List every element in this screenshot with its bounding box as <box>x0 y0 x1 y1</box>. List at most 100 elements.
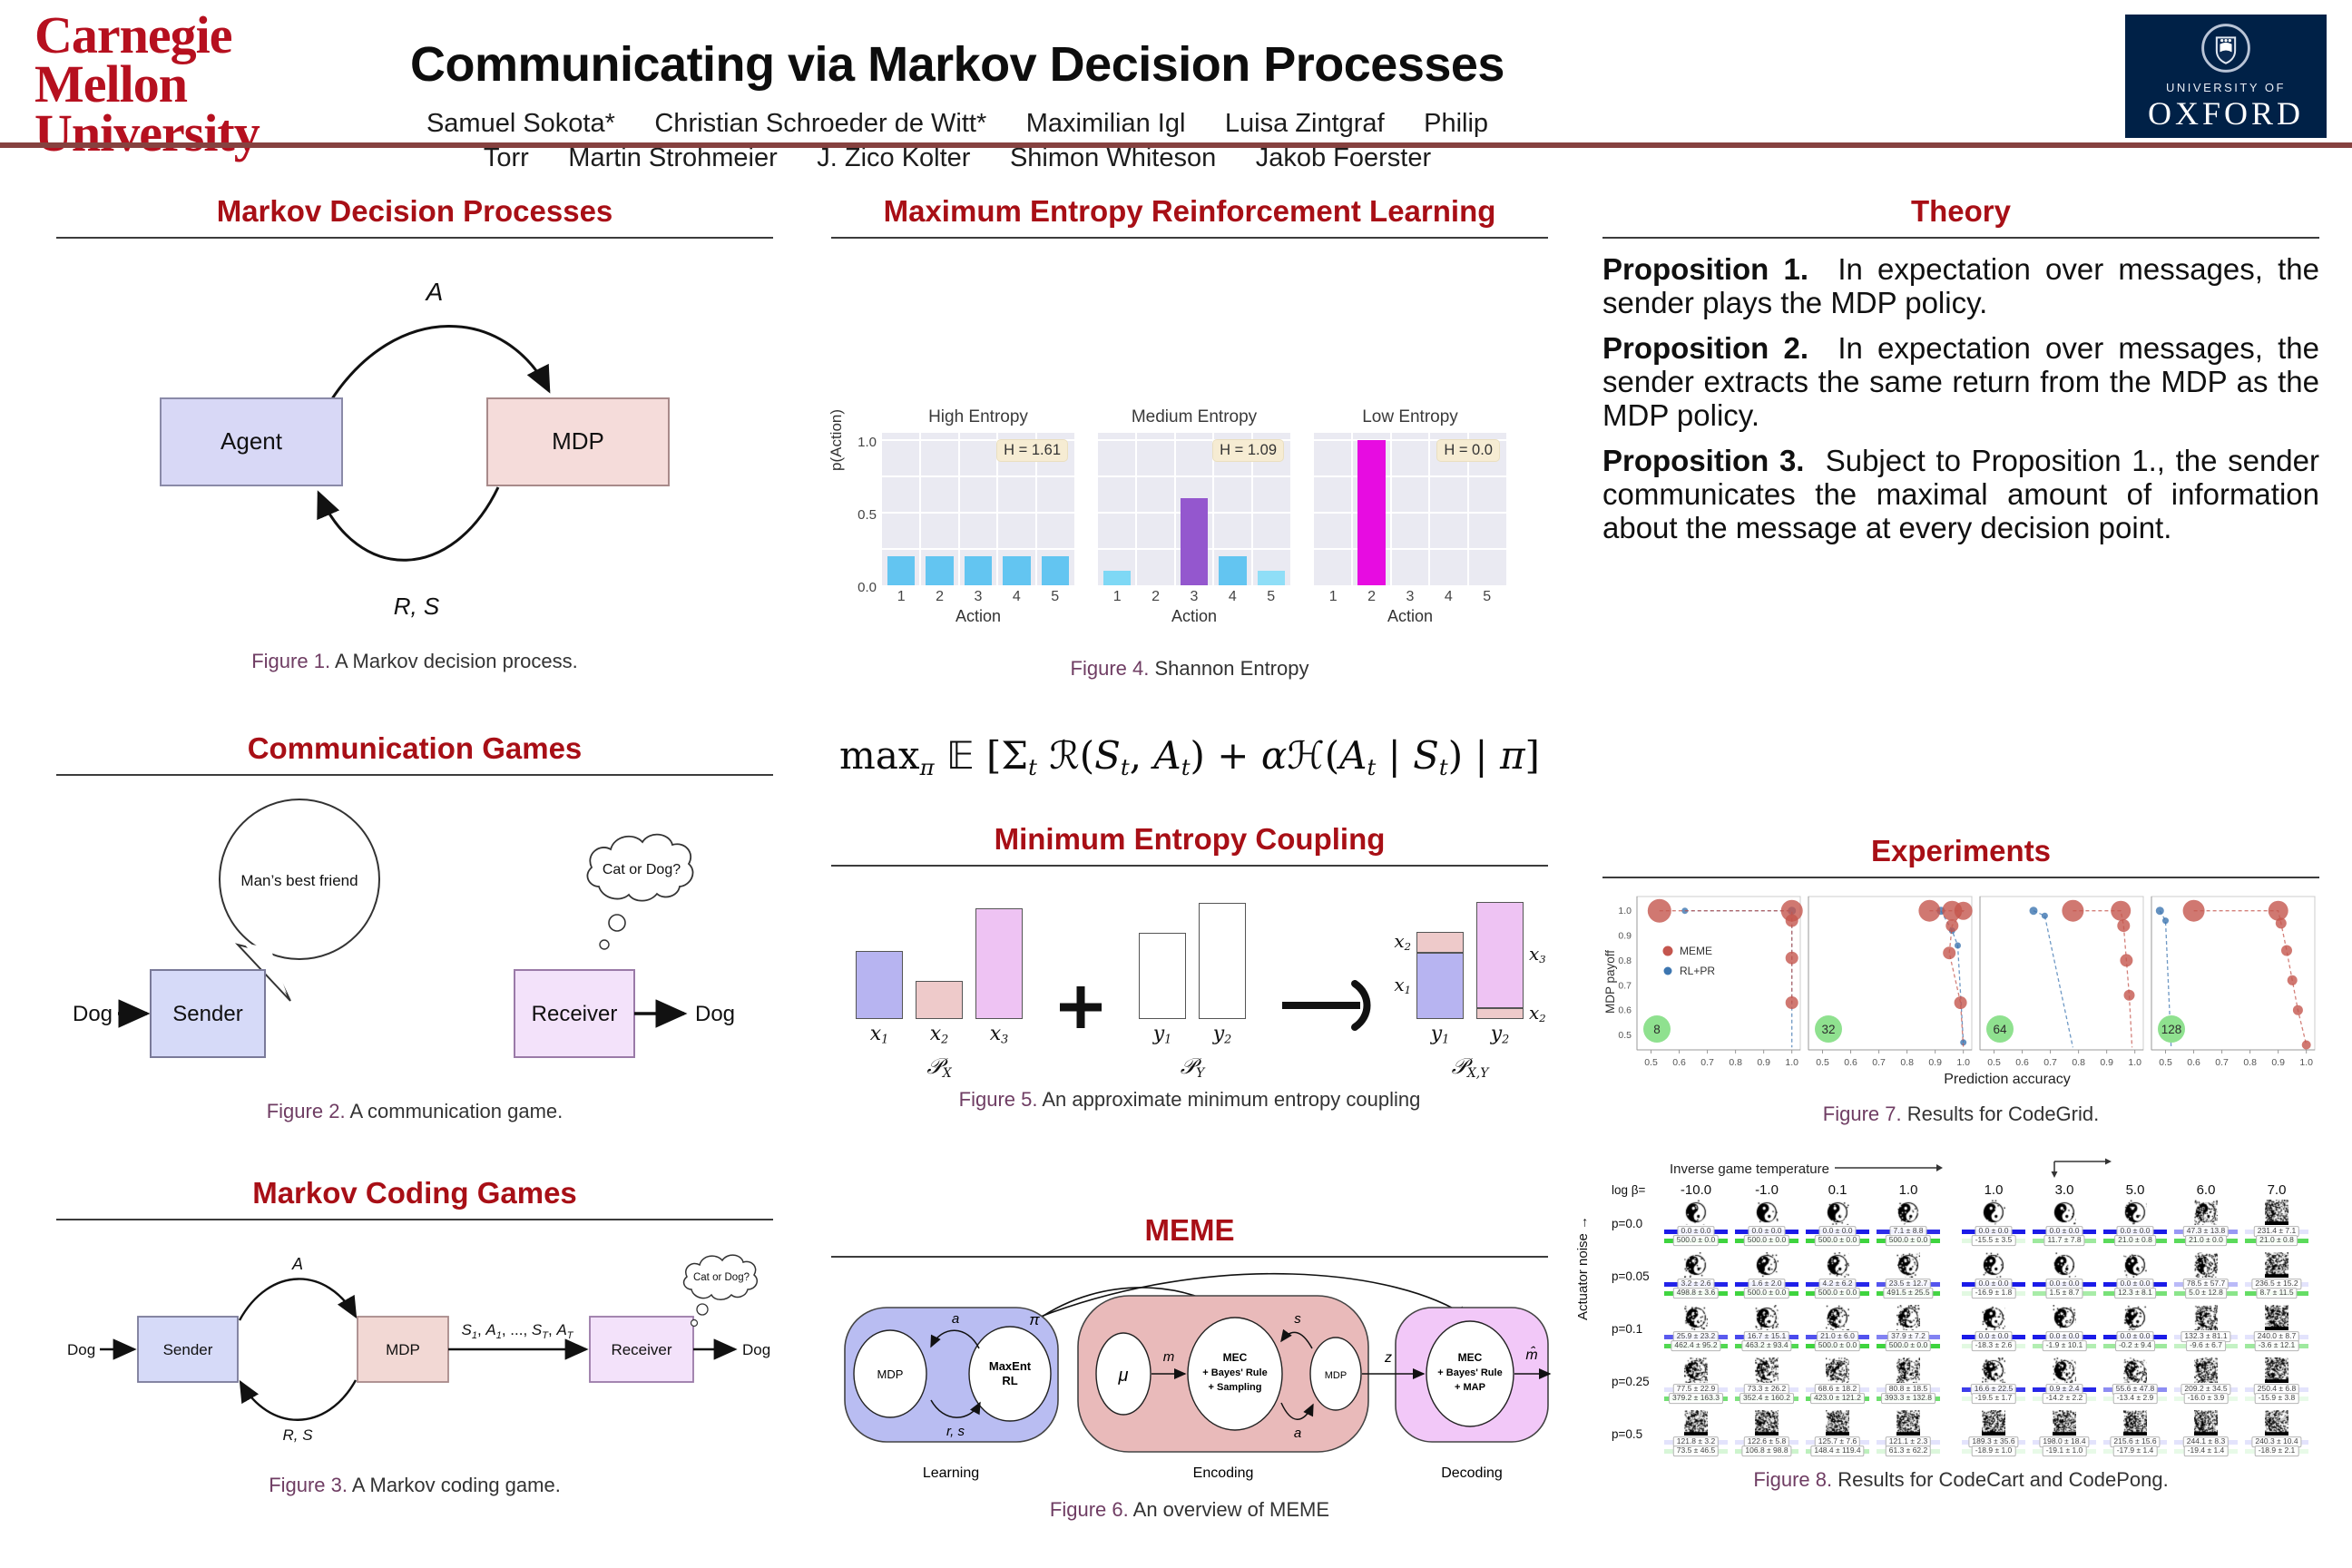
score-label: -16.0 ± 3.9 <box>2184 1393 2229 1404</box>
result-cell: 0.0 ± 0.0 -15.5 ± 3.5 <box>1958 1198 2029 1250</box>
segment-label: x2 <box>1529 1002 1546 1024</box>
score-bar: -14.2 ± 2.2 <box>2033 1396 2096 1401</box>
result-cell: 78.5 ± 57.7 5.0 ± 12.8 <box>2171 1250 2241 1303</box>
yin-yang-observation-image <box>2053 1305 2076 1330</box>
codegrid-panel-64: 640.5 0.6 0.7 0.8 0.9 1.0 <box>1980 897 2143 1068</box>
result-cell: 0.0 ± 0.0 -0.2 ± 9.4 <box>2100 1303 2171 1356</box>
result-cell: 132.3 ± 81.1 -9.6 ± 6.7 <box>2171 1303 2241 1356</box>
score-bar: 236.5 ± 15.2 <box>2245 1282 2308 1287</box>
yin-yang-observation-image <box>1684 1252 1708 1278</box>
score-bar: 11.7 ± 7.8 <box>2033 1239 2096 1243</box>
section-underline <box>1602 877 2319 878</box>
score-bar: 0.0 ± 0.0 <box>1962 1335 2025 1339</box>
mec-decoder-label: + Bayes' Rule <box>1437 1367 1502 1378</box>
yin-yang-observation-image <box>2123 1357 2147 1383</box>
score-label: 500.0 ± 0.0 <box>1744 1288 1789 1298</box>
svg-text:0.7: 0.7 <box>1872 1057 1886 1068</box>
score-label: 1.5 ± 8.7 <box>2045 1288 2082 1298</box>
thought-bubble-dot <box>691 1320 698 1327</box>
score-label: 500.0 ± 0.0 <box>1815 1288 1860 1298</box>
score-label: 21.0 ± 0.0 <box>2185 1235 2227 1246</box>
result-cell: 21.0 ± 6.0 500.0 ± 0.0 <box>1802 1303 1873 1356</box>
section-underline <box>56 774 773 776</box>
label-a: a <box>952 1311 959 1327</box>
x-axis-label: Action <box>882 607 1074 626</box>
entropy-annotation: H = 1.61 <box>996 439 1068 462</box>
fig8-row: p=0.1 25.9 ± 23.2 462.4 ± 95.2 16.7 ± 15.1 4… <box>1612 1303 2319 1356</box>
thought-cloud-text: Cat or Dog? <box>693 1272 750 1283</box>
result-cell: 0.0 ± 0.0 500.0 ± 0.0 <box>1802 1198 1873 1250</box>
svg-text:1.0: 1.0 <box>2299 1057 2313 1068</box>
score-bar: 3.2 ± 2.6 <box>1664 1282 1728 1287</box>
section-underline <box>1602 237 2319 239</box>
score-label: -9.6 ± 6.7 <box>2186 1340 2226 1351</box>
action-arrow <box>240 1279 356 1320</box>
score-bar: 500.0 ± 0.0 <box>1806 1239 1869 1243</box>
label-A: A <box>291 1255 303 1273</box>
score-bar: 68.6 ± 18.2 <box>1806 1387 1869 1392</box>
score-label: -18.9 ± 1.0 <box>1972 1446 2016 1456</box>
score-label: 352.4 ± 160.2 <box>1740 1393 1794 1404</box>
row-label: p=0.1 <box>1612 1322 1661 1336</box>
score-bar: -18.9 ± 1.0 <box>1962 1449 2025 1454</box>
pxy-coupling: x1 x2 x2 x3 y1 y2 𝒫X,Y <box>1416 888 1524 1081</box>
score-label: -0.2 ± 9.4 <box>2115 1340 2155 1351</box>
header-divider <box>0 142 2352 148</box>
score-label: 12.3 ± 8.1 <box>2114 1288 2156 1298</box>
score-bar: 500.0 ± 0.0 <box>1806 1291 1869 1296</box>
codegrid-panel-32: 320.5 0.6 0.7 0.8 0.9 1.0 <box>1808 897 1973 1068</box>
score-bar: 77.5 ± 22.9 <box>1664 1387 1728 1392</box>
y-tick: 1.0 <box>835 435 877 450</box>
score-label: -17.9 ± 1.4 <box>2113 1446 2158 1456</box>
score-label: 423.0 ± 121.2 <box>1810 1393 1865 1404</box>
decoding-label: Decoding <box>1441 1465 1503 1481</box>
bar-label: x1 <box>856 1023 903 1047</box>
result-cell: 121.1 ± 2.3 61.3 ± 62.2 <box>1873 1408 1944 1461</box>
section-underline <box>56 1219 773 1220</box>
section-title-experiments: Experiments <box>1602 834 2319 868</box>
result-cell: 25.9 ± 23.2 462.4 ± 95.2 <box>1661 1303 1731 1356</box>
distribution-label: 𝒫Y <box>1139 1054 1246 1081</box>
coupling-segment <box>1416 953 1464 1019</box>
svg-text:0.5: 0.5 <box>2159 1057 2172 1068</box>
yin-yang-observation-image <box>2194 1357 2218 1383</box>
bar-action-4 <box>1003 556 1030 585</box>
y-tick: 0.0 <box>835 580 877 595</box>
score-bar: 21.0 ± 0.8 <box>2245 1239 2308 1243</box>
inverse-game-temperature-axis: Inverse game temperature <box>1670 1159 2319 1181</box>
actuator-noise-axis: Actuator noise → <box>1575 1216 1591 1320</box>
y-axis-label: MDP payoff <box>1603 949 1617 1013</box>
bar-action-3 <box>1181 498 1208 585</box>
yin-yang-observation-image <box>1896 1305 1920 1330</box>
cmu-logo-line: Mellon <box>34 60 260 109</box>
figure-3-caption: Figure 3. A Markov coding game. <box>56 1474 773 1497</box>
section-title-communication-games: Communication Games <box>56 731 773 766</box>
score-bar: 132.3 ± 81.1 <box>2174 1335 2238 1339</box>
mec-encoder-label: + Bayes' Rule <box>1202 1367 1267 1378</box>
mdp-label: MDP <box>552 427 604 455</box>
mec-decoder-label: MEC <box>1458 1351 1483 1364</box>
label-RS: R, S <box>394 593 440 620</box>
score-bar: 0.9 ± 2.4 <box>2033 1387 2096 1392</box>
result-cell: 244.1 ± 8.3 -19.4 ± 1.4 <box>2171 1408 2241 1461</box>
input-label: Dog <box>73 1002 113 1026</box>
mdp-label: MDP <box>386 1341 420 1358</box>
yin-yang-observation-image <box>2194 1200 2218 1225</box>
label-RS: R, S <box>282 1426 313 1444</box>
yin-yang-observation-image <box>1755 1305 1779 1330</box>
yin-yang-observation-image <box>1982 1357 2005 1383</box>
yin-yang-observation-image <box>1684 1410 1708 1436</box>
score-bar: 0.0 ± 0.0 <box>1664 1230 1728 1234</box>
reward-state-arrow <box>240 1380 356 1420</box>
panel-title: Low Entropy <box>1314 407 1506 427</box>
yin-yang-observation-image <box>1755 1252 1779 1278</box>
score-bar: 78.5 ± 57.7 <box>2174 1282 2238 1287</box>
encoding-label: Encoding <box>1193 1465 1254 1481</box>
figure-6-meme-diagram: MDP MaxEnt RL a r, s π μ m MEC + Bayes' … <box>831 1267 1548 1491</box>
maxent-rl-label: RL <box>1002 1374 1017 1387</box>
score-bar: 500.0 ± 0.0 <box>1664 1239 1728 1243</box>
fig8-row: p=0.5 121.8 ± 3.2 73.5 ± 46.5 122.6 ± 5.8 10… <box>1612 1408 2319 1461</box>
yin-yang-observation-image <box>1684 1200 1708 1225</box>
score-label: 500.0 ± 0.0 <box>1815 1340 1860 1351</box>
score-label: 500.0 ± 0.0 <box>1815 1235 1860 1246</box>
